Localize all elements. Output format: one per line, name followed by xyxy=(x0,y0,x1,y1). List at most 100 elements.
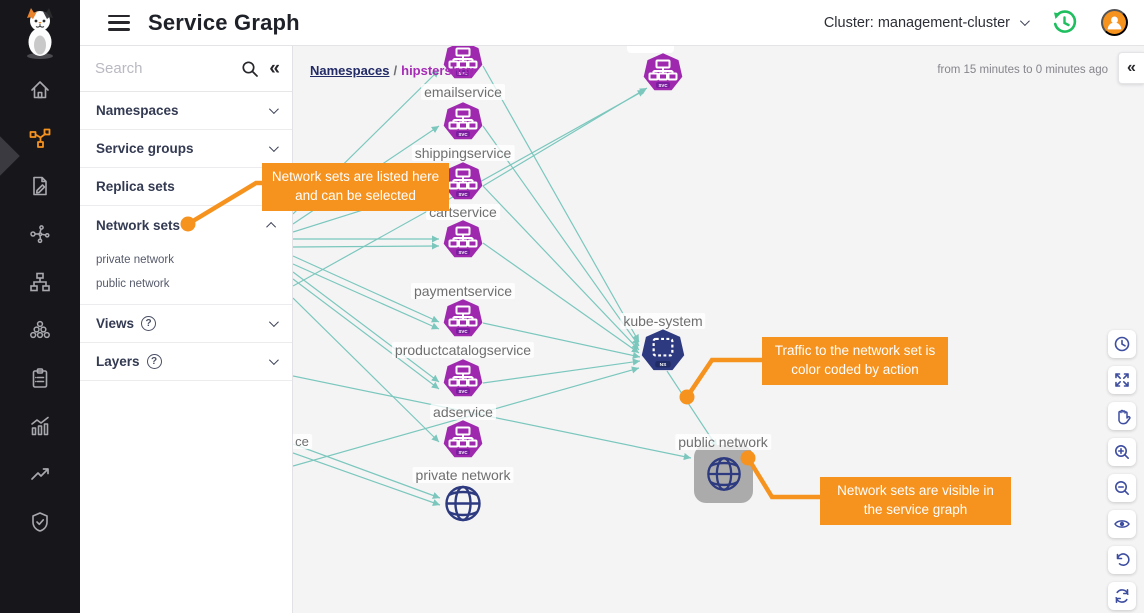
graph-edges xyxy=(293,65,718,506)
search-input[interactable] xyxy=(95,60,242,77)
section-namespaces[interactable]: Namespaces xyxy=(80,92,292,130)
chevron-down-icon xyxy=(268,142,279,153)
activity-icon xyxy=(31,468,49,480)
sidebar-item-flow-visualizer[interactable] xyxy=(18,216,62,252)
refresh-icon xyxy=(1115,589,1129,603)
history-button[interactable] xyxy=(1049,8,1079,38)
callout-network-sets-listed: Network sets are listed here and can be … xyxy=(262,163,449,211)
section-network-sets[interactable]: Network sets xyxy=(80,206,292,244)
node-label: shippingservice xyxy=(411,145,515,161)
left-panel: « Namespaces Service groups Replica sets… xyxy=(80,46,293,613)
service-graph-canvas[interactable]: Namespaces / hipstershop from 15 minutes t… xyxy=(292,46,1144,613)
top-header: Service Graph Cluster: management-cluste… xyxy=(80,0,1144,46)
cluster-selector-label: Cluster: management-cluster xyxy=(823,14,1010,31)
section-service-groups[interactable]: Service groups xyxy=(80,130,292,168)
page-title: Service Graph xyxy=(148,9,300,35)
cluster-selector[interactable]: Cluster: management-cluster xyxy=(823,14,1030,31)
node-label: public network xyxy=(675,434,771,450)
visibility-button[interactable] xyxy=(1108,510,1136,538)
dashboard-icon xyxy=(31,416,49,436)
sidebar-item-dashboard[interactable] xyxy=(18,408,62,444)
node-private-network-globe[interactable] xyxy=(443,484,483,529)
node-adservice[interactable] xyxy=(443,359,483,404)
zoom-in-icon xyxy=(1115,445,1129,459)
collapse-panel-icon[interactable]: « xyxy=(269,58,280,79)
endpoints-icon xyxy=(30,320,50,339)
history-clock-icon xyxy=(1053,10,1076,33)
node-label-clipped: ce xyxy=(292,434,312,449)
node-private-network-service[interactable] xyxy=(443,420,483,465)
fit-screen-button[interactable] xyxy=(1108,366,1136,394)
globe-icon xyxy=(705,455,743,493)
zoom-out-icon xyxy=(1115,481,1129,495)
time-range-label: from 15 minutes to 0 minutes ago xyxy=(937,64,1108,76)
help-icon[interactable]: ? xyxy=(146,354,162,369)
undo-button[interactable] xyxy=(1108,546,1136,574)
time-range-button[interactable] xyxy=(1108,330,1136,358)
node-label: private network xyxy=(412,467,514,483)
sidebar-item-service-graph[interactable] xyxy=(18,120,62,156)
node-label: paymentservice xyxy=(410,283,516,299)
node-label: adservice xyxy=(430,404,496,420)
section-views[interactable]: Views ? xyxy=(80,305,292,343)
section-layers[interactable]: Layers ? xyxy=(80,343,292,381)
zoom-in-button[interactable] xyxy=(1108,438,1136,466)
sidebar-item-endpoints[interactable] xyxy=(18,312,62,348)
network-topology-icon xyxy=(30,272,50,292)
clock-icon xyxy=(1114,336,1130,352)
fit-screen-icon xyxy=(1115,373,1129,387)
node-shippingservice[interactable] xyxy=(443,102,483,147)
compliance-icon xyxy=(32,368,48,388)
refresh-button[interactable] xyxy=(1108,582,1136,610)
network-set-item-private[interactable]: private network xyxy=(96,254,174,266)
undo-icon xyxy=(1116,553,1130,567)
user-icon xyxy=(1107,16,1122,30)
home-icon xyxy=(31,81,49,99)
node-label: kube-system xyxy=(620,313,706,329)
chevron-up-icon xyxy=(266,221,277,232)
node-label: emailservice xyxy=(421,84,505,100)
node-label: productcatalogservice xyxy=(391,342,535,358)
sidebar-item-home[interactable] xyxy=(18,72,62,108)
chevron-down-icon xyxy=(268,355,279,366)
policies-icon xyxy=(33,176,47,196)
sidebar-item-security[interactable] xyxy=(18,504,62,540)
breadcrumb-current: hipstershop xyxy=(401,63,476,78)
sidebar-item-compliance[interactable] xyxy=(18,360,62,396)
callout-traffic-color-coded: Traffic to the network set is color code… xyxy=(762,337,948,385)
clipped-node-label xyxy=(627,46,674,53)
flow-visualizer-icon xyxy=(30,225,50,244)
node-productcatalogservice[interactable] xyxy=(443,299,483,344)
node-public-network[interactable] xyxy=(694,445,753,503)
user-avatar[interactable] xyxy=(1101,9,1128,36)
calico-logo xyxy=(0,0,80,66)
app-rail xyxy=(0,0,80,613)
globe-icon xyxy=(443,484,483,524)
graph-toolbar xyxy=(1108,330,1136,610)
network-set-item-public[interactable]: public network xyxy=(96,278,170,290)
node-cartservice[interactable] xyxy=(443,162,483,207)
calico-cat-icon xyxy=(27,8,53,59)
zoom-out-button[interactable] xyxy=(1108,474,1136,502)
hamburger-menu-icon[interactable] xyxy=(108,14,130,31)
breadcrumb: Namespaces / hipstershop xyxy=(310,63,476,78)
node-kube-system[interactable] xyxy=(641,329,685,378)
node-top-service[interactable] xyxy=(643,53,683,98)
chevron-down-icon xyxy=(268,317,279,328)
sidebar-item-network-topology[interactable] xyxy=(18,264,62,300)
chevron-down-icon xyxy=(1019,16,1030,27)
breadcrumb-namespaces-link[interactable]: Namespaces xyxy=(310,63,390,78)
node-paymentservice[interactable] xyxy=(443,220,483,265)
help-icon[interactable]: ? xyxy=(141,316,157,331)
eye-icon xyxy=(1114,520,1130,528)
section-replica-sets[interactable]: Replica sets xyxy=(80,168,292,206)
pan-button[interactable] xyxy=(1108,402,1136,430)
sidebar-item-policies[interactable] xyxy=(18,168,62,204)
sidebar-item-activity[interactable] xyxy=(18,456,62,492)
search-icon[interactable] xyxy=(241,60,259,78)
collapse-right-panel-button[interactable]: « xyxy=(1118,52,1144,84)
service-graph-icon xyxy=(29,128,51,148)
hand-icon xyxy=(1118,409,1131,425)
security-shield-icon xyxy=(32,512,48,532)
